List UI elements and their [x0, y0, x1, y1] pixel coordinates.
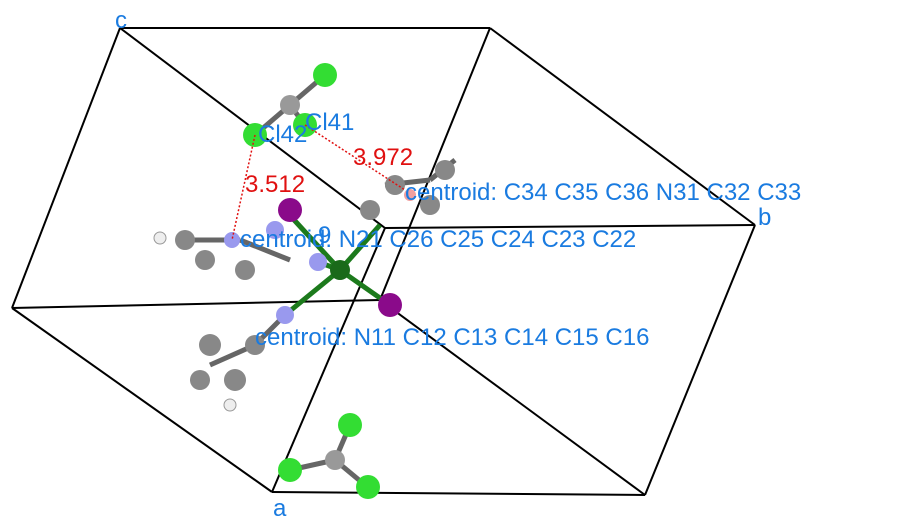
unit-cell: [12, 28, 755, 495]
atom-label: Cl41: [305, 109, 354, 136]
centroid-label: centroid: N21 C26 C25 C24 C23 C22: [240, 226, 636, 253]
atom-label: Cl42: [258, 121, 307, 148]
centroid-label: centroid: C34 C35 C36 N31 C32 C33: [405, 179, 801, 206]
axis-label: a: [273, 495, 287, 522]
molecule: [180, 75, 455, 485]
axis-label: b: [758, 204, 771, 231]
axis-label: c: [115, 7, 127, 34]
crystal-view: c b a Cl42 Cl41 9 3.512 3.972 centroid: …: [0, 0, 920, 525]
distance-label: 3.972: [353, 144, 413, 171]
centroid-label: centroid: N11 C12 C13 C14 C15 C16: [255, 324, 649, 351]
distance-label: 3.512: [245, 171, 305, 198]
